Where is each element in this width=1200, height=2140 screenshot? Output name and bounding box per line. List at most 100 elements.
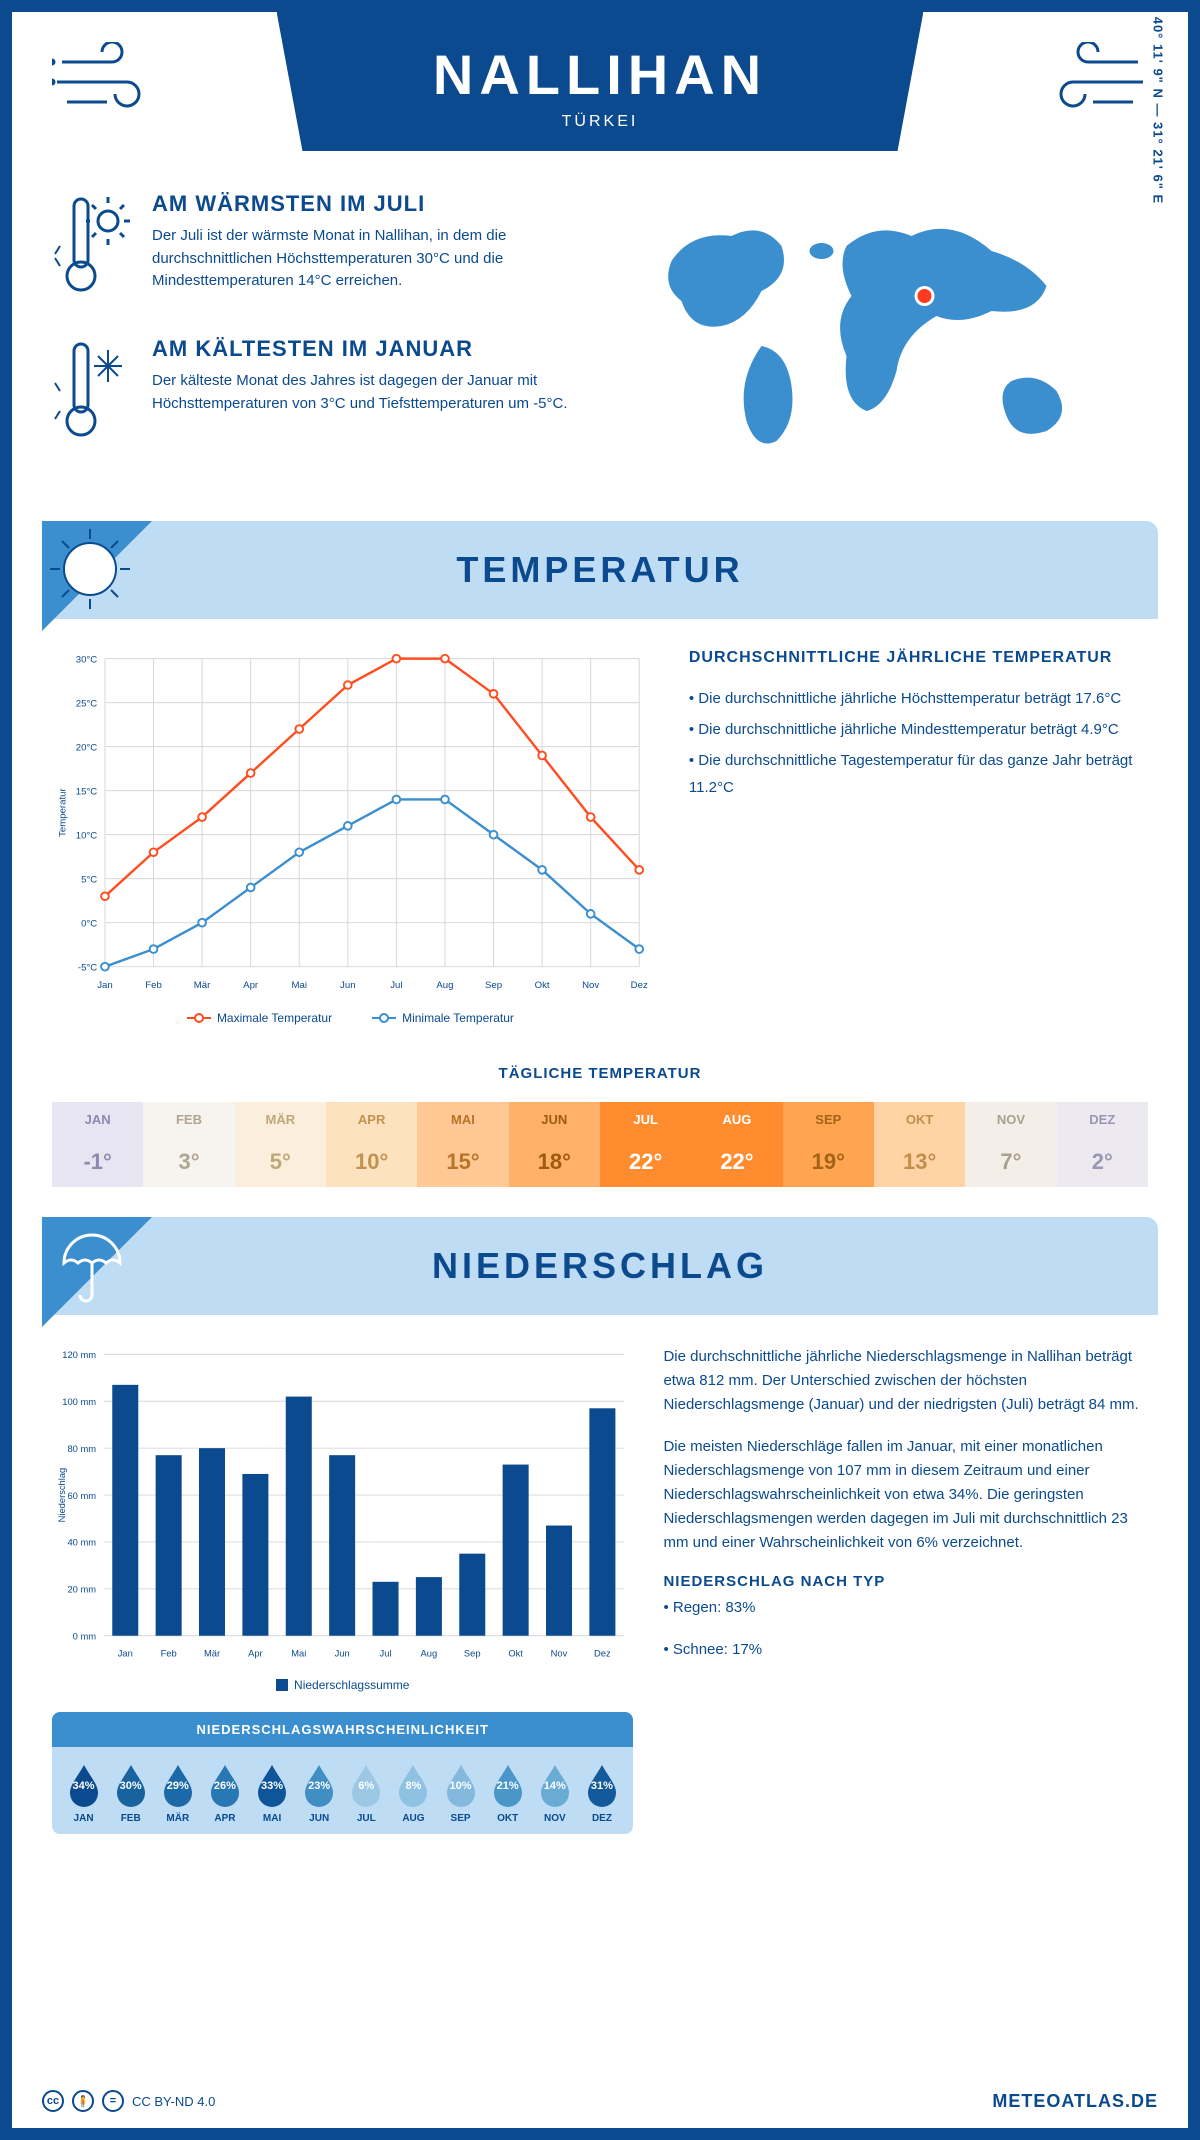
probability-cell: 8%AUG xyxy=(390,1763,437,1824)
precipitation-chart: 0 mm20 mm40 mm60 mm80 mm100 mm120 mmJanF… xyxy=(52,1345,633,1664)
svg-text:Sep: Sep xyxy=(485,980,502,991)
probability-cell: 29%MÄR xyxy=(154,1763,201,1824)
svg-text:15°C: 15°C xyxy=(76,787,98,798)
section-title: TEMPERATUR xyxy=(42,549,1158,591)
overview-text: AM WÄRMSTEN IM JULI Der Juli ist der wär… xyxy=(52,191,585,481)
svg-text:10°C: 10°C xyxy=(76,831,98,842)
svg-text:Niederschlag: Niederschlag xyxy=(57,1467,67,1522)
svg-text:Apr: Apr xyxy=(248,1648,263,1658)
precipitation-left: 0 mm20 mm40 mm60 mm80 mm100 mm120 mmJanF… xyxy=(52,1345,633,1835)
world-map-block: ANKARA 40° 11' 9" N — 31° 21' 6" E xyxy=(615,191,1148,481)
temperature-row: -5°C0°C5°C10°C15°C20°C25°C30°CJanFebMärA… xyxy=(12,619,1188,1055)
svg-text:Jan: Jan xyxy=(97,980,113,991)
cc-icon: cc xyxy=(42,2090,64,2112)
section-title: NIEDERSCHLAG xyxy=(42,1245,1158,1287)
world-map xyxy=(615,191,1148,471)
probability-cell: 30%FEB xyxy=(107,1763,154,1824)
probability-cell: 14%NOV xyxy=(531,1763,578,1824)
section-header-temperature: TEMPERATUR xyxy=(42,521,1158,619)
svg-text:120 mm: 120 mm xyxy=(62,1350,96,1360)
thermometer-cold-icon xyxy=(52,336,132,451)
temperature-chart: -5°C0°C5°C10°C15°C20°C25°C30°CJanFebMärA… xyxy=(52,649,649,1025)
daily-cell: APR10° xyxy=(326,1102,417,1187)
temp-info-b3: • Die durchschnittliche Tagestemperatur … xyxy=(689,747,1148,801)
precipitation-row: 0 mm20 mm40 mm60 mm80 mm100 mm120 mmJanF… xyxy=(12,1315,1188,1865)
svg-text:Nov: Nov xyxy=(582,980,599,991)
city-name: NALLIHAN xyxy=(277,42,924,107)
daily-cell: NOV7° xyxy=(965,1102,1056,1187)
svg-text:Jan: Jan xyxy=(118,1648,133,1658)
precipitation-text: Die durchschnittliche jährliche Niedersc… xyxy=(663,1345,1148,1835)
infographic-container: NALLIHAN TÜRKEI AM WÄRMSTEN IM JULI Der … xyxy=(0,0,1200,2140)
temp-info-b2: • Die durchschnittliche jährliche Mindes… xyxy=(689,716,1148,743)
svg-text:0°C: 0°C xyxy=(81,919,97,930)
overview-section: AM WÄRMSTEN IM JULI Der Juli ist der wär… xyxy=(12,151,1188,501)
svg-text:Temperatur: Temperatur xyxy=(57,788,68,837)
svg-text:30°C: 30°C xyxy=(76,654,98,665)
svg-text:Mär: Mär xyxy=(194,980,211,991)
daily-cell: FEB3° xyxy=(143,1102,234,1187)
daily-cell: JUL22° xyxy=(600,1102,691,1187)
svg-text:Jul: Jul xyxy=(380,1648,392,1658)
precip-p2: Die meisten Niederschläge fallen im Janu… xyxy=(663,1435,1148,1555)
daily-temp-grid: JAN-1°FEB3°MÄR5°APR10°MAI15°JUN18°JUL22°… xyxy=(52,1102,1148,1187)
thermometer-hot-icon xyxy=(52,191,132,306)
coldest-title: AM KÄLTESTEN IM JANUAR xyxy=(152,336,585,362)
footer: cc 🧍 = CC BY-ND 4.0 METEOATLAS.DE xyxy=(12,2074,1188,2128)
svg-text:Dez: Dez xyxy=(594,1648,611,1658)
warmest-title: AM WÄRMSTEN IM JULI xyxy=(152,191,585,217)
probability-cell: 34%JAN xyxy=(60,1763,107,1824)
by-icon: 🧍 xyxy=(72,2090,94,2112)
wind-icon xyxy=(1038,42,1148,127)
svg-text:Jul: Jul xyxy=(390,980,402,991)
precip-type-heading: NIEDERSCHLAG NACH TYP xyxy=(663,1573,1148,1590)
svg-text:60 mm: 60 mm xyxy=(67,1490,96,1500)
svg-text:Apr: Apr xyxy=(243,980,259,991)
daily-cell: SEP19° xyxy=(783,1102,874,1187)
probability-cell: 26%APR xyxy=(201,1763,248,1824)
coordinates: ANKARA 40° 11' 9" N — 31° 21' 6" E xyxy=(1151,0,1166,204)
svg-text:20°C: 20°C xyxy=(76,742,98,753)
temp-info-heading: DURCHSCHNITTLICHE JÄHRLICHE TEMPERATUR xyxy=(689,649,1148,667)
precip-rain: • Regen: 83% xyxy=(663,1596,1148,1620)
sun-icon xyxy=(42,521,152,631)
coldest-block: AM KÄLTESTEN IM JANUAR Der kälteste Mona… xyxy=(52,336,585,451)
probability-grid: 34%JAN30%FEB29%MÄR26%APR33%MAI23%JUN6%JU… xyxy=(52,1747,633,1834)
header: NALLIHAN TÜRKEI xyxy=(277,12,924,151)
source: METEOATLAS.DE xyxy=(992,2091,1158,2112)
svg-text:Jun: Jun xyxy=(340,980,356,991)
daily-cell: AUG22° xyxy=(691,1102,782,1187)
svg-text:25°C: 25°C xyxy=(76,698,98,709)
chart-legend: Maximale Temperatur Minimale Temperatur xyxy=(52,1011,649,1025)
probability-cell: 23%JUN xyxy=(296,1763,343,1824)
warmest-text: Der Juli ist der wärmste Monat in Nallih… xyxy=(152,225,585,293)
svg-text:-5°C: -5°C xyxy=(78,963,97,974)
svg-text:Aug: Aug xyxy=(421,1648,438,1658)
svg-text:Dez: Dez xyxy=(631,980,648,991)
daily-cell: MAI15° xyxy=(417,1102,508,1187)
probability-box: NIEDERSCHLAGSWAHRSCHEINLICHKEIT 34%JAN30… xyxy=(52,1712,633,1834)
daily-cell: JUN18° xyxy=(509,1102,600,1187)
svg-text:20 mm: 20 mm xyxy=(67,1584,96,1594)
probability-heading: NIEDERSCHLAGSWAHRSCHEINLICHKEIT xyxy=(52,1712,633,1747)
nd-icon: = xyxy=(102,2090,124,2112)
license: cc 🧍 = CC BY-ND 4.0 xyxy=(42,2090,215,2112)
warmest-block: AM WÄRMSTEN IM JULI Der Juli ist der wär… xyxy=(52,191,585,306)
probability-cell: 6%JUL xyxy=(343,1763,390,1824)
daily-cell: JAN-1° xyxy=(52,1102,143,1187)
svg-text:Jun: Jun xyxy=(335,1648,350,1658)
country-name: TÜRKEI xyxy=(277,113,924,131)
svg-text:0 mm: 0 mm xyxy=(73,1631,97,1641)
probability-cell: 21%OKT xyxy=(484,1763,531,1824)
probability-cell: 31%DEZ xyxy=(578,1763,625,1824)
svg-text:Feb: Feb xyxy=(145,980,162,991)
temp-info-b1: • Die durchschnittliche jährliche Höchst… xyxy=(689,685,1148,712)
chart-legend: Niederschlagssumme xyxy=(52,1678,633,1692)
daily-cell: OKT13° xyxy=(874,1102,965,1187)
precip-p1: Die durchschnittliche jährliche Niedersc… xyxy=(663,1345,1148,1417)
svg-text:Mär: Mär xyxy=(204,1648,220,1658)
svg-text:Okt: Okt xyxy=(535,980,550,991)
svg-text:80 mm: 80 mm xyxy=(67,1443,96,1453)
daily-cell: MÄR5° xyxy=(235,1102,326,1187)
svg-text:Aug: Aug xyxy=(436,980,453,991)
